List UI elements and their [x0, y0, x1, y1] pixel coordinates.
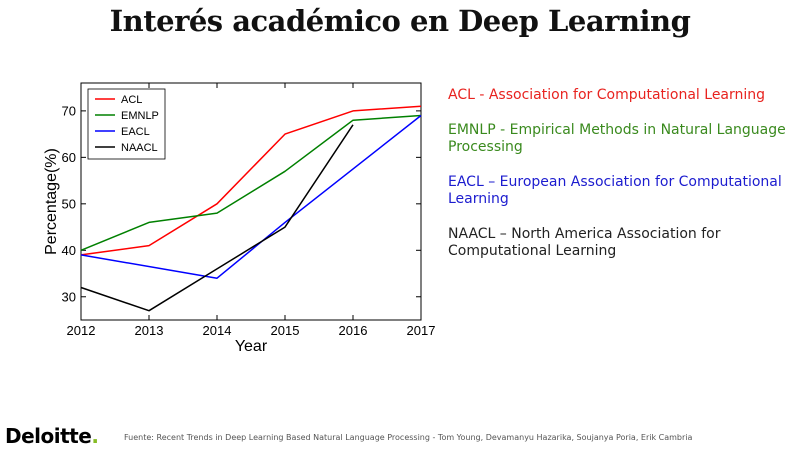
x-tick-label: 2013 [135, 323, 164, 338]
y-axis-title: Percentage(%) [43, 148, 60, 255]
series-line-emnlp [80, 114, 422, 251]
y-tick-label: 30 [62, 289, 76, 304]
y-tick-label: 60 [62, 150, 76, 165]
legend-label-eacl: EACL [121, 126, 150, 138]
x-tick-label: 2015 [271, 323, 300, 338]
y-tick-label: 70 [62, 103, 76, 118]
x-tick-label: 2017 [407, 323, 436, 338]
x-tick-label: 2012 [67, 323, 96, 338]
series-line-acl [80, 105, 422, 256]
x-tick-label: 2016 [339, 323, 368, 338]
deloitte-logo: Deloitte. [5, 424, 99, 448]
plot-frame [80, 82, 422, 321]
series-line-naacl [80, 124, 354, 312]
source-citation: Fuente: Recent Trends in Deep Learning B… [124, 433, 693, 442]
brand-name: Deloitte [5, 424, 92, 448]
description-emnlp: EMNLP - Empirical Methods in Natural Lan… [448, 122, 786, 155]
description-eacl: EACL – European Association for Computat… [448, 174, 782, 207]
page-title: Interés académico en Deep Learning [109, 4, 691, 38]
description-acl: ACL - Association for Computational Lear… [448, 87, 766, 103]
series-line-eacl [80, 114, 422, 279]
legend-label-acl: ACL [121, 94, 142, 106]
legend-label-naacl: NAACL [121, 142, 158, 154]
y-tick-label: 50 [62, 196, 76, 211]
brand-dot: . [91, 424, 99, 448]
description-naacl: NAACL – North America Association for Co… [448, 226, 721, 259]
x-tick-label: 2014 [203, 323, 232, 338]
legend-label-emnlp: EMNLP [121, 110, 159, 122]
y-tick-label: 40 [62, 243, 76, 258]
x-axis-title: Year [235, 338, 268, 355]
